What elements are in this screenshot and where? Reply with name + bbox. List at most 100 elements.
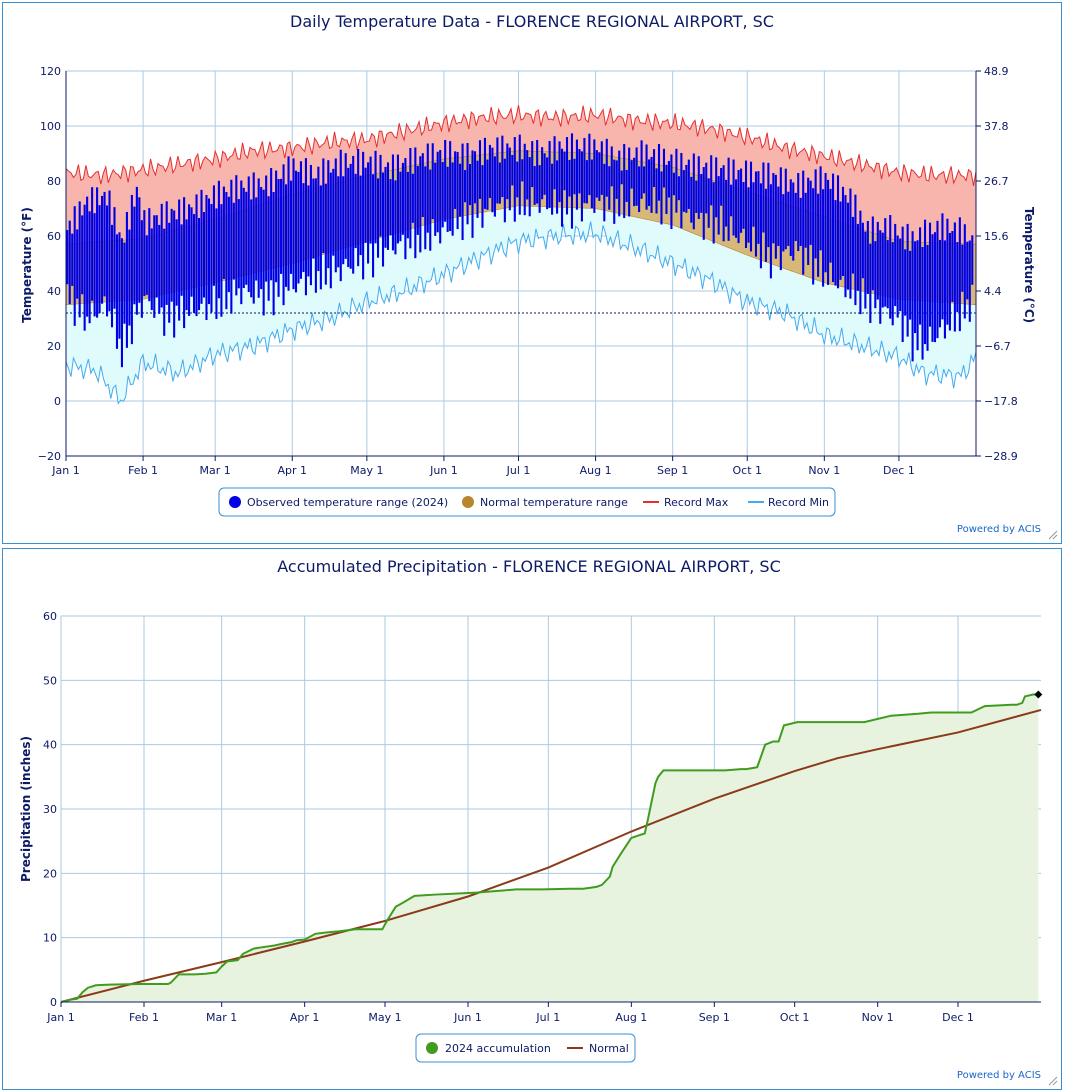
observed-temperature-bar <box>210 204 213 313</box>
observed-temperature-bar <box>784 168 787 250</box>
observed-temperature-bar <box>938 239 942 328</box>
temperature-y-tick-left: 100 <box>40 120 61 133</box>
observed-temperature-bar <box>971 235 974 285</box>
observed-temperature-bar <box>849 188 852 299</box>
resize-handle-icon[interactable] <box>1048 530 1058 540</box>
legend-item-record-max[interactable]: Record Max <box>643 496 729 509</box>
observed-temperature-bar <box>737 170 740 244</box>
legend-item-accumulation[interactable]: 2024 accumulation <box>426 1042 551 1055</box>
observed-temperature-bar <box>948 232 951 331</box>
temperature-y-tick-left: 60 <box>47 230 61 243</box>
observed-temperature-bar <box>906 223 909 337</box>
observed-temperature-bar <box>595 150 598 198</box>
resize-handle-icon-precip[interactable] <box>1048 1076 1058 1086</box>
observed-temperature-bar <box>747 187 750 243</box>
observed-temperature-bar <box>560 148 564 227</box>
legend-label-record-min: Record Min <box>768 496 829 509</box>
observed-temperature-bar <box>528 157 531 217</box>
observed-temperature-bar <box>565 137 569 215</box>
observed-temperature-bar <box>386 162 390 250</box>
observed-temperature-bar <box>556 160 559 214</box>
precipitation-legend[interactable]: 2024 accumulation Normal <box>415 1033 636 1063</box>
observed-temperature-bar <box>337 176 340 268</box>
observed-temperature-bar <box>135 186 138 315</box>
observed-temperature-bar <box>362 151 365 280</box>
temperature-y-axis-title-left: Temperature (°F) <box>20 207 34 323</box>
precipitation-x-tick: Jul 1 <box>535 1011 560 1024</box>
observed-temperature-bar <box>725 179 728 227</box>
observed-temperature-bar <box>429 169 432 251</box>
acis-credit-link-precip[interactable]: Powered by ACIS <box>957 1070 1041 1081</box>
precipitation-axes: 60 50 40 30 20 10 0 Jan 1 Feb 1 Mar 1 Apr 1 May 1 Ju… <box>43 610 1041 1024</box>
observed-temperature-bar <box>138 197 141 303</box>
observed-temperature-bar <box>961 244 964 292</box>
observed-temperature-bar <box>861 222 864 279</box>
observed-temperature-bar <box>426 143 429 233</box>
observed-temperature-bar <box>282 164 285 306</box>
observed-temperature-bar <box>526 150 529 200</box>
observed-temperature-bar <box>839 201 842 280</box>
observed-temperature-bar <box>692 153 695 230</box>
observed-temperature-bar <box>150 228 153 311</box>
observed-temperature-bar <box>707 178 710 228</box>
observed-temperature-bar <box>153 215 156 318</box>
observed-temperature-bar <box>272 191 275 316</box>
observed-temperature-bar <box>302 183 305 273</box>
observed-temperature-bar <box>916 240 919 351</box>
observed-temperature-bar <box>720 168 723 206</box>
observed-temperature-bar <box>605 138 608 197</box>
observed-temperature-bar <box>645 144 648 210</box>
observed-temperature-bar <box>319 185 322 290</box>
observed-temperature-bar <box>715 157 718 218</box>
observed-temperature-bar <box>446 166 449 232</box>
observed-temperature-bar <box>265 175 268 282</box>
observed-temperature-bar <box>876 221 879 300</box>
observed-temperature-bar <box>317 166 320 272</box>
temperature-y-tick-right: 48.9 <box>984 65 1009 78</box>
legend-item-observed[interactable]: Observed temperature range (2024) <box>229 496 448 509</box>
observed-temperature-bar <box>86 196 89 317</box>
observed-temperature-bar <box>804 192 807 248</box>
observed-temperature-bar <box>670 154 673 230</box>
temperature-legend[interactable]: Observed temperature range (2024) Normal… <box>218 487 836 517</box>
observed-temperature-bar <box>190 207 193 297</box>
observed-temperature-bar <box>682 170 685 212</box>
observed-temperature-bar <box>680 152 683 229</box>
observed-temperature-bar <box>237 199 240 289</box>
precipitation-chart-panel: Accumulated Precipitation - FLORENCE REG… <box>2 548 1062 1090</box>
observed-temperature-bar <box>578 149 581 194</box>
observed-temperature-bar <box>158 224 161 314</box>
precipitation-x-tick: Mar 1 <box>206 1011 237 1024</box>
observed-temperature-bar <box>473 151 477 204</box>
observed-temperature-bar <box>294 170 298 293</box>
observed-temperature-bar <box>503 158 506 223</box>
observed-temperature-bar <box>792 182 795 261</box>
observed-temperature-bar <box>655 168 658 214</box>
observed-temperature-bar <box>245 191 248 285</box>
observed-temperature-bar <box>946 218 949 325</box>
observed-temperature-bar <box>722 165 725 242</box>
temperature-x-tick: Apr 1 <box>277 464 307 477</box>
observed-temperature-bar <box>488 144 491 199</box>
observed-temperature-bar <box>180 224 183 296</box>
observed-temperature-bar <box>593 139 596 213</box>
observed-temperature-bar <box>183 197 186 329</box>
observed-temperature-bar <box>799 197 802 247</box>
legend-item-record-min[interactable]: Record Min <box>748 496 829 509</box>
observed-temperature-bar <box>202 212 206 298</box>
observed-temperature-bar <box>289 180 293 274</box>
observed-temperature-bar <box>538 165 541 213</box>
observed-temperature-bar <box>757 171 760 244</box>
legend-item-normal[interactable]: Normal temperature range <box>462 496 628 509</box>
observed-temperature-bar <box>498 162 501 204</box>
acis-credit-link[interactable]: Powered by ACIS <box>957 524 1041 535</box>
observed-temperature-bar <box>81 215 84 295</box>
observed-temperature-bar <box>347 167 350 268</box>
observed-temperature-bar <box>314 178 317 293</box>
legend-item-normal-precip[interactable]: Normal <box>567 1042 629 1055</box>
observed-temperature-bar <box>456 151 459 230</box>
observed-temperature-bar <box>896 235 899 318</box>
precipitation-y-axis-title: Precipitation (inches) <box>19 736 33 882</box>
observed-temperature-bar <box>91 187 94 301</box>
observed-temperature-bar <box>98 205 101 314</box>
